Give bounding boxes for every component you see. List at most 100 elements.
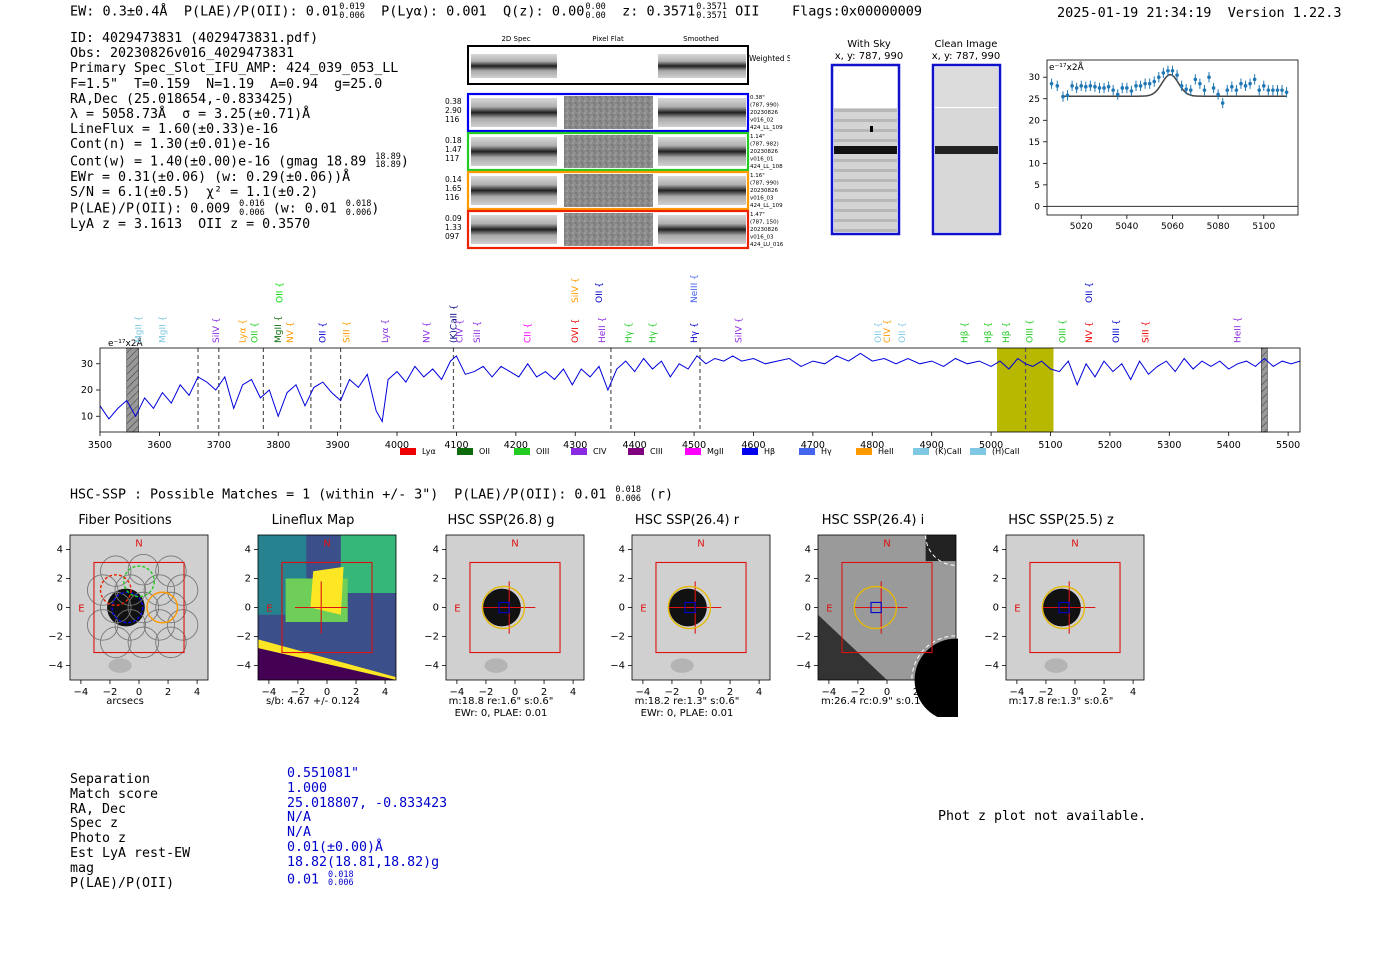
zoom-data-point <box>1079 80 1084 91</box>
spectrum-trace <box>99 352 1301 424</box>
stamp-meta: 1.16" <box>750 173 765 179</box>
zoom-data-point <box>1093 81 1097 92</box>
cutout-ytick-label: −2 <box>424 632 439 643</box>
header-summary: EW: 0.3±0.4Å P(LAE)/P(OII): 0.01 0.019 0.0… <box>70 2 923 21</box>
z-line: OII <box>735 3 760 20</box>
zoom-data-point <box>1207 72 1211 83</box>
zoom-data-point <box>1049 78 1054 89</box>
sep-value: N/A <box>287 810 312 826</box>
stamp-meta: v016_01 <box>750 157 774 163</box>
main-xtick-label: 3900 <box>326 440 350 451</box>
legend-item: HeII <box>856 447 894 456</box>
stamp-num: 097 <box>445 232 460 241</box>
emission-line-label: Lyα { <box>239 319 249 343</box>
main-axes: 3500 3600 3700 3800 3900 4000 4100 4200 4300 4400… <box>81 359 1300 451</box>
cutout-xtick-label: −4 <box>450 687 465 698</box>
zoom-data-points <box>1049 65 1289 109</box>
sep-value: 18.82(18.81,18.82)g <box>287 854 440 870</box>
zoom-plot-frame <box>1046 59 1299 216</box>
cutout-xtick-label: 2 <box>541 687 547 698</box>
emission-line-label: OVI { <box>571 319 581 343</box>
cutout-ytick-label: 4 <box>433 544 439 555</box>
cutout-xtick-label: 0 <box>512 687 518 698</box>
phot-z-note: Phot z plot not available. <box>938 809 1147 824</box>
emission-line-label: OII { <box>319 322 329 343</box>
zoom-ytick-label: 20 <box>1029 116 1041 126</box>
cutout-xtick-label: −4 <box>1010 687 1025 698</box>
main-xtick-label: 4600 <box>741 440 765 451</box>
cutout-caption: m:18.2 re:1.3" s:0.6" <box>634 696 740 707</box>
zoom-data-point <box>1271 84 1275 96</box>
stamp-meta: 0.38" <box>750 95 765 101</box>
info-plae: P(LAE)/P(OII): 0.009 0.016 0.006 (w: 0.01… <box>70 199 380 218</box>
emission-line-label: OIII { <box>1026 319 1036 343</box>
datetime: 2025-01-19 21:34:19 <box>1057 5 1212 21</box>
legend-item: Hγ <box>799 447 832 456</box>
cutout-ytick-label: −4 <box>610 661 625 672</box>
cutout-xtick-label: 2 <box>353 687 359 698</box>
zoom-fit-line <box>1063 73 1287 97</box>
plya-value: P(Lyα): 0.001 <box>381 3 487 20</box>
stamp-num: 2.90 <box>445 106 462 115</box>
info-contw: Cont(w) = 1.40(±0.00)e-16 (gmag 18.89 18… <box>70 151 409 171</box>
legend-swatch <box>628 448 644 455</box>
zoom-data-point <box>1243 80 1248 91</box>
hsc-cutout-panel: HSC SSP(26.8) g N E −4 −4 −2 −2 0 0 2 2 4 4 m:18.8 re… <box>416 510 586 725</box>
emission-line-label: OII { <box>250 322 260 343</box>
stamp-meta: 20230826 <box>750 149 778 155</box>
cutout-xtick-label: −4 <box>74 687 89 698</box>
stamp-num: 0.09 <box>445 214 462 223</box>
zoom-data-point <box>1230 81 1234 92</box>
stamp-meta: 1.47" <box>750 212 765 218</box>
zoom-gaussian-fit <box>1063 73 1287 97</box>
cutout-caption: m:26.4 rc:0.9" s:0.1" <box>820 696 926 707</box>
sep-key: mag <box>70 860 95 876</box>
stamp-meta: (787, 982) <box>750 142 779 148</box>
info-contn: Cont(n) = 1.30(±0.01)e-16 <box>70 137 271 153</box>
emission-line-label: HeII { <box>598 317 608 343</box>
stamp-num: 117 <box>445 154 460 163</box>
cutout-ytick-label: 4 <box>805 544 811 555</box>
emission-line-label: Lyα { <box>381 319 391 343</box>
info-lya: LyA z = 3.1613 OII z = 0.3570 <box>70 217 311 233</box>
sep-value: 0.01 0.018 0.006 <box>287 869 354 889</box>
stamp-smoothed <box>658 98 746 127</box>
cutout-ytick-label: 0 <box>619 603 625 614</box>
info-primary: Primary Spec_Slot_IFU_AMP: 424_039_053_L… <box>70 61 399 77</box>
north-label: N <box>323 539 330 550</box>
emission-line-label: Hβ { <box>1002 322 1012 343</box>
stamp-smoothed <box>658 176 746 205</box>
zoom-data-point <box>1257 84 1262 96</box>
with-sky-title: With Sky <box>847 39 891 50</box>
zoom-data-point <box>1083 81 1088 92</box>
north-label: N <box>883 539 890 550</box>
cutout-ytick-label: −2 <box>796 632 811 643</box>
clean-image-coords: x, y: 787, 990 <box>932 51 1001 62</box>
zoom-data-point <box>1188 84 1193 96</box>
emission-line-label: Hγ { <box>625 322 635 343</box>
emission-line-label: (K)CaII { <box>449 304 459 343</box>
stamp-num: 1.33 <box>445 223 462 232</box>
legend-swatch <box>457 448 473 455</box>
stamp-meta: 424_LL_109 <box>750 125 783 131</box>
main-spectrum-line <box>99 352 1301 424</box>
cutout-xtick-label: −2 <box>1039 687 1054 698</box>
cutout-ytick-label: 2 <box>433 573 439 584</box>
main-xtick-label: 5300 <box>1157 440 1181 451</box>
cutout-xtick-label: −2 <box>103 687 118 698</box>
z-value: z: 0.3571 <box>622 3 696 20</box>
zoom-data-point <box>1179 80 1184 91</box>
emission-line-label: NV { <box>1085 322 1095 343</box>
zoom-data-point <box>1115 89 1120 100</box>
cutout-title: HSC SSP(26.4) r <box>634 513 740 528</box>
emission-line-label: NeIII { <box>690 275 700 303</box>
zoom-ytick-label: 0 <box>1034 202 1040 212</box>
cutout-ytick-label: 4 <box>57 544 63 555</box>
legend-swatch <box>742 448 758 455</box>
sep-key: RA, Dec <box>70 801 127 817</box>
cutout-xtick-label: 0 <box>1072 687 1078 698</box>
legend-item: Lyα <box>400 447 436 456</box>
emission-line-label: SiIV { <box>571 277 581 303</box>
info-lineflux: LineFlux = 1.60(±0.33)e-16 <box>70 122 279 138</box>
zoom-xtick-label: 5040 <box>1115 222 1138 232</box>
